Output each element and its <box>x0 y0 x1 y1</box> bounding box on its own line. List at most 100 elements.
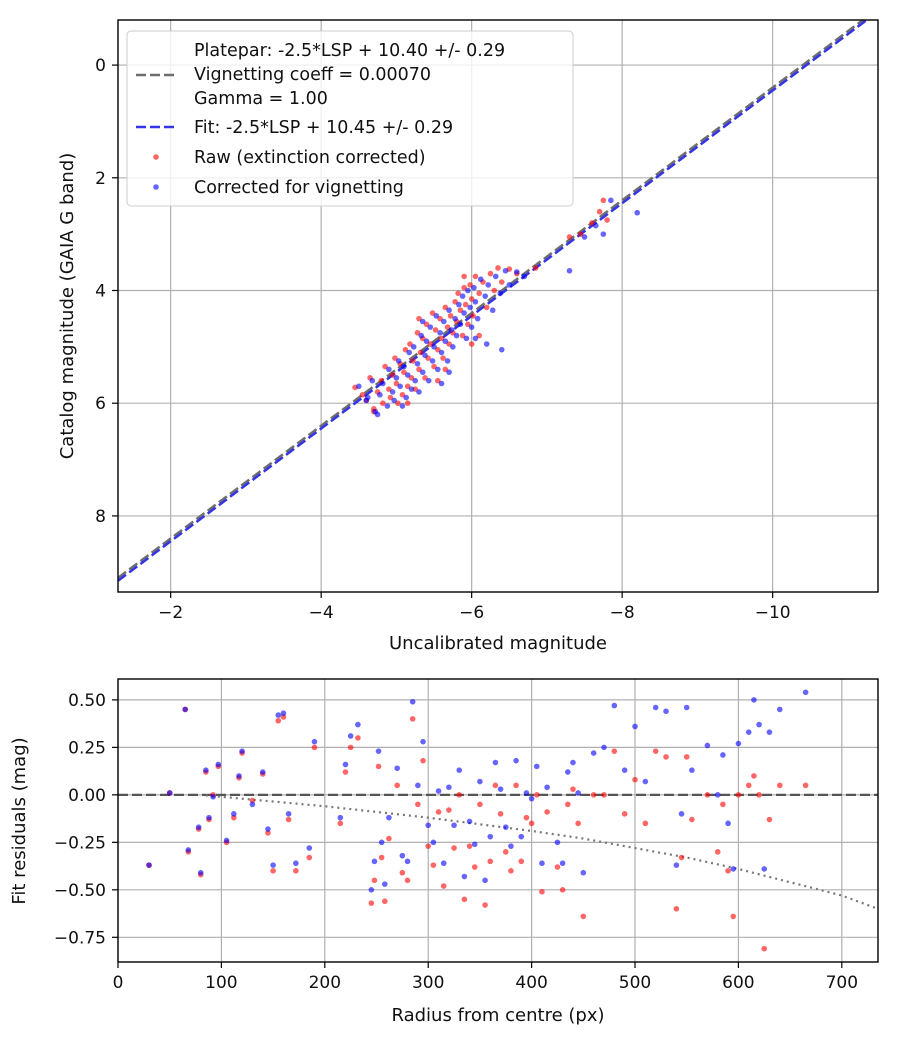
raw-residual-point <box>704 792 711 798</box>
x-tick-label: 0 <box>113 973 124 993</box>
corrected-residual-point <box>539 860 545 867</box>
corrected-residual-point <box>745 729 752 735</box>
corrected-residual-point <box>166 790 173 796</box>
corrected-residual-point <box>404 858 411 865</box>
legend-box <box>126 30 574 207</box>
corrected-point <box>406 349 413 356</box>
legend-corrected-label: Corrected for vignetting <box>194 178 404 198</box>
raw-residual-point <box>456 792 463 798</box>
raw-residual-point <box>466 843 473 849</box>
raw-residual-point <box>451 845 457 851</box>
corrected-point <box>438 380 445 387</box>
raw-residual-point <box>745 782 752 789</box>
corrected-residual-point <box>689 767 695 773</box>
raw-residual-point <box>776 782 783 789</box>
raw-point <box>455 290 461 297</box>
raw-residual-point <box>632 776 638 783</box>
corrected-residual-point <box>632 723 638 730</box>
corrected-point <box>380 380 386 387</box>
raw-residual-point <box>435 809 442 815</box>
top-y-axis-label: Catalog magnitude (GAIA G band) <box>57 153 78 460</box>
corrected-residual-point <box>381 881 388 887</box>
corrected-residual-point <box>461 873 468 880</box>
y-tick-label: 6 <box>95 394 106 414</box>
raw-residual-point <box>378 854 385 861</box>
corrected-residual-point <box>275 712 282 718</box>
corrected-points <box>355 197 641 418</box>
raw-residual-point <box>471 864 478 870</box>
raw-residual-point <box>513 782 519 789</box>
corrected-residual-point <box>239 748 245 754</box>
raw-residual-point <box>751 773 757 779</box>
corrected-point <box>482 293 489 299</box>
raw-point <box>600 197 607 204</box>
raw-residual-point <box>590 792 597 798</box>
raw-point <box>462 301 469 308</box>
legend-platepar-line1: Platepar: -2.5*LSP + 10.40 +/- 0.29 <box>194 41 505 61</box>
corrected-residual-point <box>492 759 499 766</box>
corrected-point <box>408 386 415 392</box>
corrected-point <box>474 315 481 322</box>
x-tick-label: −2 <box>158 603 183 623</box>
corrected-point <box>425 377 432 384</box>
corrected-point <box>472 298 479 305</box>
raw-residual-point <box>730 913 737 920</box>
corrected-residual-point <box>575 790 581 796</box>
raw-residual-point <box>482 902 488 908</box>
raw-residual-point <box>430 862 437 868</box>
corrected-point <box>477 276 484 283</box>
corrected-residual-point <box>425 822 432 829</box>
corrected-point <box>446 369 452 376</box>
x-tick-label: −6 <box>459 603 484 623</box>
raw-residual-point <box>285 816 292 823</box>
corrected-residual-point <box>378 839 385 846</box>
corrected-residual-point <box>337 814 344 821</box>
legend-raw-label: Raw (extinction corrected) <box>194 148 426 168</box>
raw-residual-point <box>368 900 375 906</box>
corrected-residual-point <box>751 697 757 703</box>
corrected-residual-point <box>446 784 452 791</box>
corrected-residual-point <box>195 824 202 830</box>
corrected-point <box>374 411 381 418</box>
corrected-residual-point <box>440 860 447 867</box>
corrected-residual-point <box>720 752 726 758</box>
corrected-residual-point <box>554 839 561 846</box>
corrected-residual-point <box>435 788 442 794</box>
raw-residual-point <box>355 735 361 741</box>
corrected-residual-point <box>182 706 189 713</box>
corrected-point <box>395 358 402 364</box>
corrected-point <box>391 397 397 404</box>
vignetting-trend-line <box>205 794 878 910</box>
corrected-point <box>355 383 362 390</box>
y-tick-label: −0.25 <box>54 833 106 853</box>
corrected-point <box>497 290 504 297</box>
x-tick-label: −4 <box>309 603 334 623</box>
corrected-point <box>433 313 440 319</box>
corrected-point <box>498 346 505 353</box>
raw-residual-point <box>381 898 388 905</box>
bottom-x-ticks: 0 100 200 300 400 500 600 700 <box>113 962 858 993</box>
raw-residual-point <box>275 717 282 724</box>
corrected-residual-point <box>259 769 266 775</box>
corrected-point <box>468 324 475 330</box>
corrected-point <box>393 375 400 381</box>
corrected-point <box>419 318 426 325</box>
corrected-residual-point <box>456 767 463 773</box>
corrected-point <box>581 234 588 240</box>
corrected-point <box>363 397 370 404</box>
corrected-point <box>401 363 407 370</box>
raw-residual-point <box>497 811 504 817</box>
corrected-residual-point <box>386 814 392 821</box>
corrected-point <box>502 267 509 274</box>
corrected-point <box>471 284 477 291</box>
corrected-residual-point <box>231 811 237 817</box>
corrected-point <box>566 267 573 274</box>
corrected-point <box>472 335 479 342</box>
corrected-residual-point <box>756 721 762 728</box>
corrected-point <box>608 197 614 204</box>
corrected-residual-point <box>347 733 354 739</box>
raw-residual-point <box>678 854 685 861</box>
raw-residual-point <box>611 748 618 754</box>
corrected-point <box>377 391 383 398</box>
y-tick-label: 2 <box>95 169 106 189</box>
